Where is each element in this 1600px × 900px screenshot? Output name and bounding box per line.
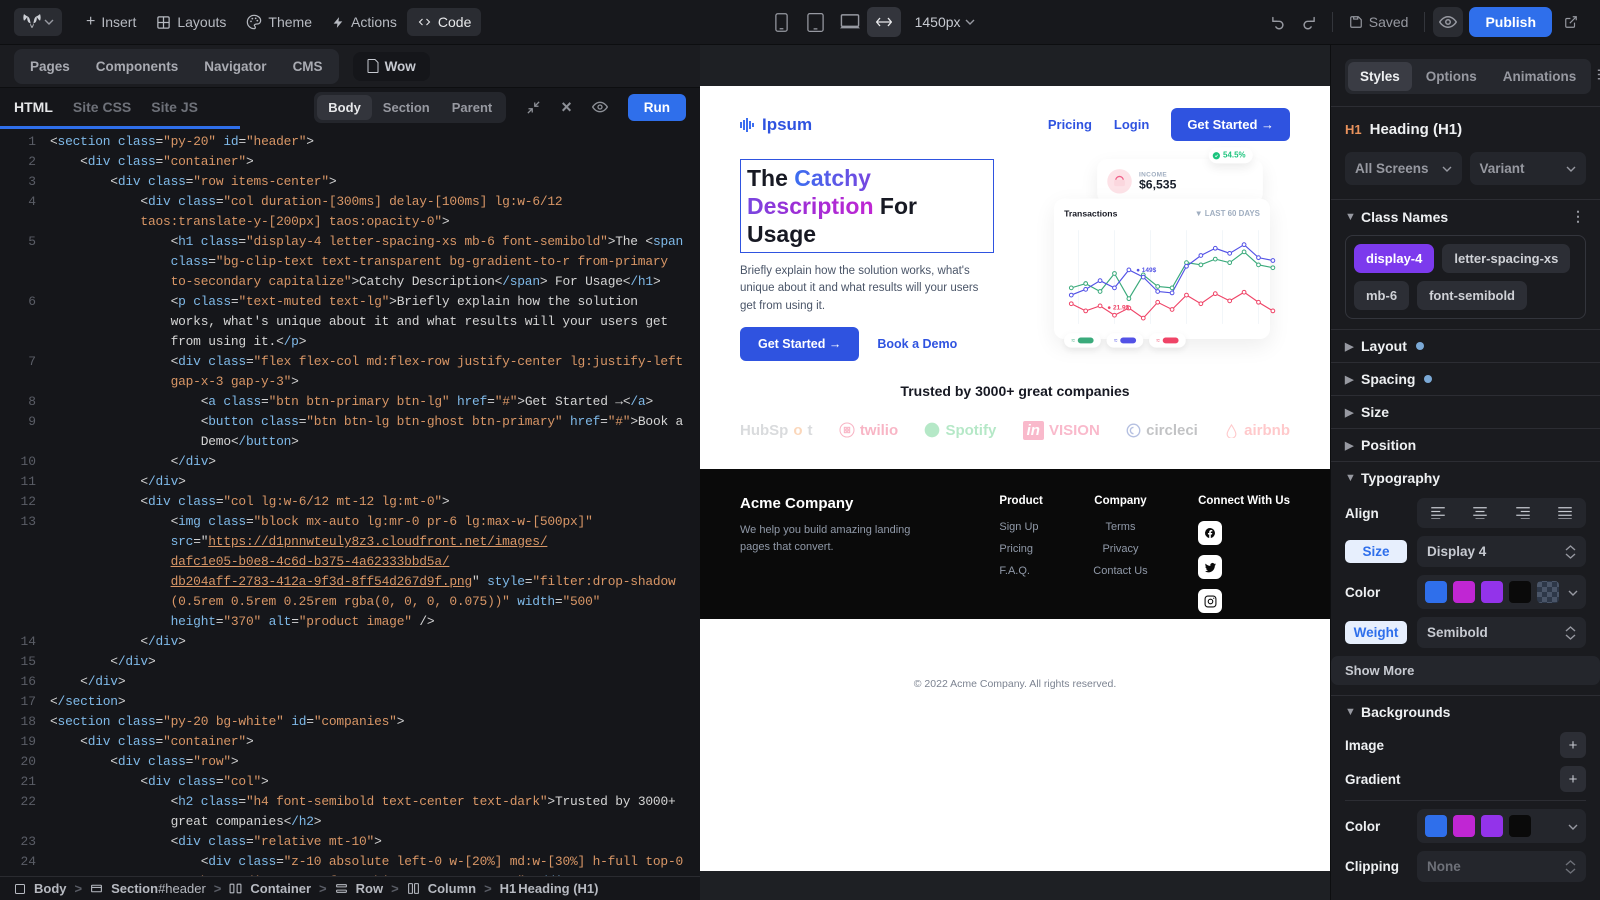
svg-text:● 21.9$: ● 21.9$: [1108, 304, 1130, 311]
svg-text:● 149$: ● 149$: [1136, 267, 1156, 274]
